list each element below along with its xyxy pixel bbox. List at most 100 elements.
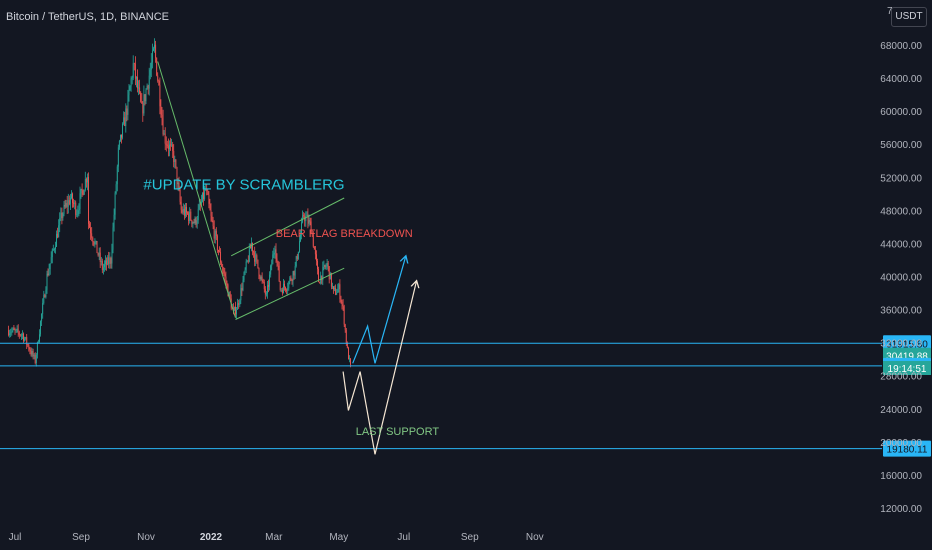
candle-body <box>294 266 296 276</box>
y-tick-label: 64000.00 <box>880 74 922 85</box>
candle-body <box>176 167 178 185</box>
candle-body <box>49 263 51 270</box>
candle-body <box>212 220 214 227</box>
candle-body <box>228 292 230 297</box>
candle-body <box>334 288 335 290</box>
candle-body <box>27 344 29 346</box>
candle-body <box>241 288 243 291</box>
candle-body <box>246 260 248 262</box>
candle-body <box>92 237 94 242</box>
candle-body <box>68 200 70 205</box>
y-tick-label: 24000.00 <box>880 405 922 416</box>
y-tick-label: 32000.00 <box>880 339 922 350</box>
currency-button[interactable]: USDT <box>891 7 927 27</box>
candle-body <box>253 251 255 253</box>
candle-body <box>215 230 217 236</box>
candle-body <box>41 313 43 322</box>
candle-body <box>243 272 245 281</box>
symbol-title[interactable]: Bitcoin / TetherUS, 1D, BINANCE <box>6 11 170 23</box>
candle-body <box>242 280 244 291</box>
candle-body <box>75 202 77 215</box>
candle-body <box>26 337 28 345</box>
candle-body <box>90 227 92 234</box>
annotation-text: #UPDATE BY SCRAMBLERG <box>143 177 344 194</box>
candle-body <box>17 328 19 333</box>
candle-body <box>236 309 237 315</box>
candle-body <box>120 134 121 141</box>
candle-body <box>128 90 130 95</box>
candle-body <box>158 80 160 86</box>
candle-body <box>38 341 39 343</box>
candle-body <box>227 285 229 297</box>
candle-body <box>343 306 345 325</box>
candle-body <box>61 212 63 218</box>
candle-body <box>81 188 83 191</box>
candle-body <box>31 351 33 355</box>
candle-body <box>136 77 137 79</box>
candle-body <box>111 249 113 264</box>
candle-body <box>239 300 241 305</box>
candle-body <box>327 263 329 267</box>
candle-body <box>286 290 288 291</box>
candle-body <box>150 62 152 70</box>
candle-body <box>194 218 196 223</box>
channel-line <box>235 267 345 320</box>
candle-body <box>348 347 349 360</box>
candle-body <box>10 332 12 334</box>
price-label-bg <box>883 335 931 352</box>
candle-body <box>125 108 127 126</box>
candle-body <box>106 260 108 265</box>
candle-body <box>195 218 197 225</box>
price-label: 30419.88 <box>886 352 928 363</box>
candle-body <box>118 140 120 148</box>
candle-body <box>108 257 110 264</box>
candle-body <box>149 69 151 76</box>
candle-body <box>346 343 348 348</box>
candle-body <box>318 269 319 282</box>
candle-body <box>162 118 164 135</box>
candle-body <box>44 295 46 298</box>
candle-body <box>25 337 27 339</box>
candle-body <box>163 133 165 135</box>
candle-body <box>71 193 72 198</box>
candle-body <box>252 242 253 252</box>
candle-body <box>170 144 171 146</box>
candle-body <box>16 328 18 330</box>
candle-body <box>203 192 204 199</box>
candle-body <box>66 203 68 207</box>
y-tick-label: 16000.00 <box>880 471 922 482</box>
candle-body <box>317 261 318 269</box>
y-tick-label: 40000.00 <box>880 273 922 284</box>
candle-body <box>281 289 283 294</box>
candle-body <box>137 77 138 89</box>
candle-body <box>321 275 323 281</box>
candle-body <box>206 189 208 191</box>
candle-body <box>117 147 119 167</box>
candle-body <box>240 288 242 301</box>
candle-body <box>174 159 176 162</box>
candle-body <box>153 48 154 51</box>
countdown-bg <box>883 361 931 375</box>
candle-body <box>101 261 103 270</box>
candle-body <box>94 241 96 245</box>
candle-body <box>224 273 226 277</box>
candle-body <box>199 204 201 206</box>
candle-body <box>35 354 37 363</box>
candle-body <box>166 144 168 146</box>
projection-path-blue <box>352 256 406 364</box>
candle-body <box>104 264 105 268</box>
candle-body <box>134 63 136 79</box>
candle-body <box>160 106 162 115</box>
candle-body <box>127 94 129 115</box>
candle-body <box>305 216 307 222</box>
candle-body <box>278 265 280 282</box>
candle-body <box>126 108 128 115</box>
x-tick-label: Nov <box>137 532 155 543</box>
candle-body <box>181 209 183 213</box>
candle-body <box>322 266 324 281</box>
candle-body <box>32 351 34 357</box>
candle-body <box>93 241 95 245</box>
x-tick-label: Sep <box>461 532 479 543</box>
